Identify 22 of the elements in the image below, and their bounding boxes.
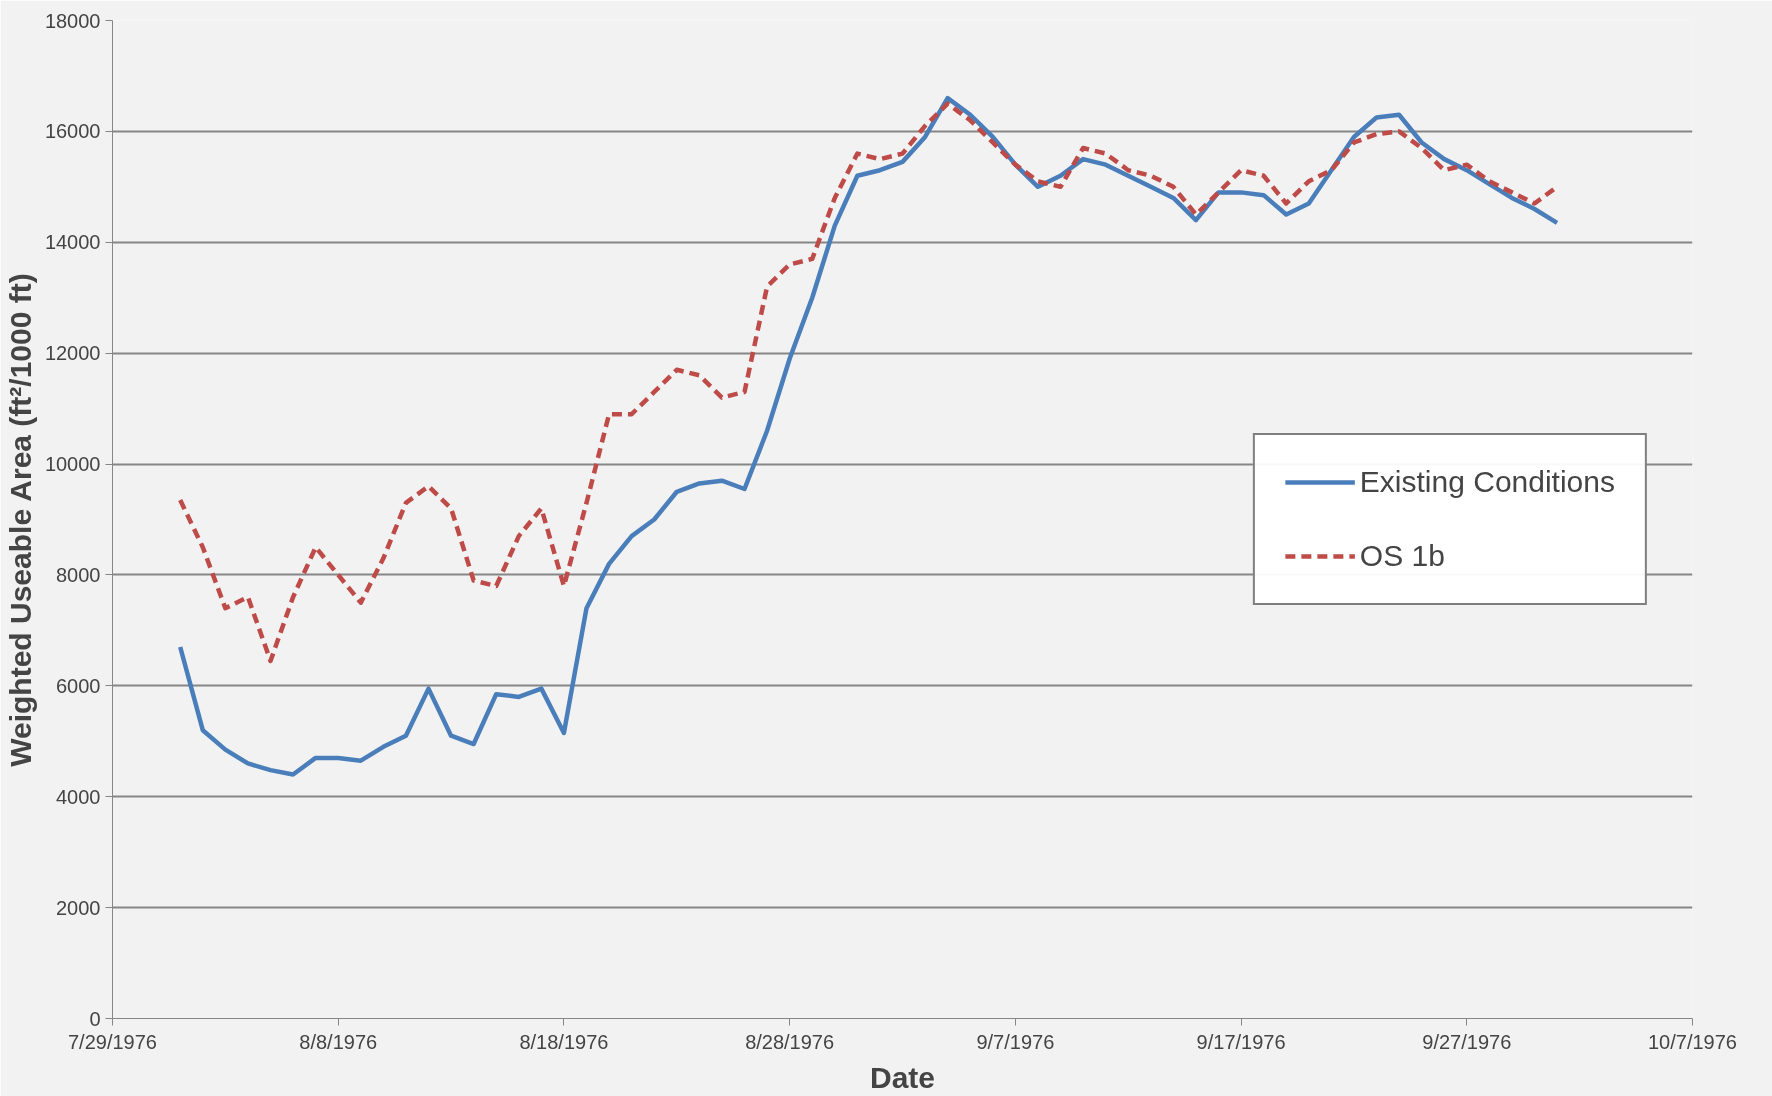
legend-label: OS 1b	[1359, 539, 1445, 573]
y-tick-label: 14000	[44, 231, 101, 254]
legend-label: Existing Conditions	[1359, 465, 1615, 499]
x-tick-label: 8/28/1976	[745, 1030, 835, 1053]
x-tick-label: 8/18/1976	[519, 1030, 609, 1053]
x-tick-label: 9/27/1976	[1422, 1030, 1512, 1053]
y-tick-label: 4000	[56, 785, 101, 808]
y-tick-label: 2000	[56, 896, 101, 919]
y-tick-label: 10000	[44, 453, 101, 476]
y-tick-label: 0	[89, 1007, 101, 1030]
y-tick-label: 12000	[44, 342, 101, 365]
x-tick-label: 7/29/1976	[68, 1030, 157, 1053]
x-axis-title: Date	[869, 1060, 936, 1094]
y-tick-label: 8000	[56, 563, 101, 586]
x-tick-label: 9/7/1976	[976, 1030, 1055, 1053]
y-tick-label: 18000	[44, 9, 101, 32]
y-tick-label: 6000	[56, 674, 101, 697]
y-tick-label: 16000	[44, 120, 101, 143]
x-tick-label: 8/8/1976	[299, 1030, 378, 1053]
y-axis-title: Weighted Useable Area (ft²/1000 ft)	[3, 273, 37, 767]
x-tick-label: 9/17/1976	[1196, 1030, 1286, 1053]
x-tick-label: 10/7/1976	[1648, 1030, 1737, 1053]
